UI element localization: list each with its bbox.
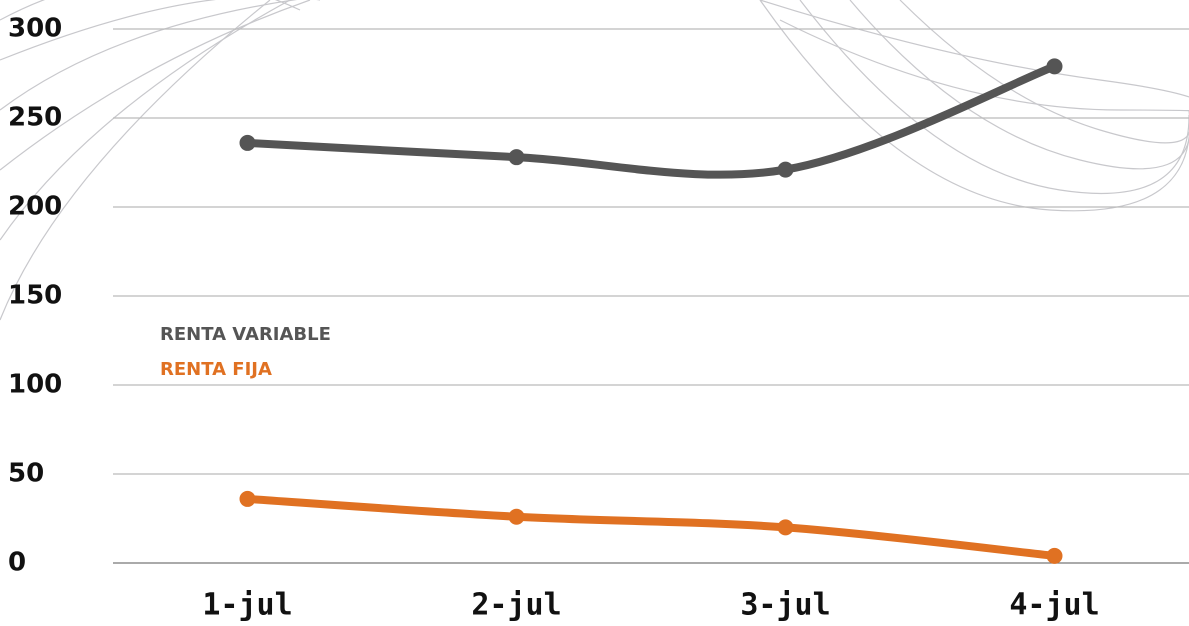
background-decoration (0, 0, 1189, 321)
y-tick-label: 100 (8, 370, 62, 400)
legend-entry: RENTA VARIABLE (160, 324, 331, 345)
point (508, 508, 525, 525)
point (239, 490, 256, 507)
y-tick-label: 300 (8, 14, 62, 44)
x-tick-label: 3-jul (740, 588, 830, 623)
point (1046, 547, 1063, 564)
point (508, 149, 525, 166)
y-tick-label: 200 (8, 192, 62, 222)
y-tick-label: 0 (8, 548, 26, 578)
x-tick-label: 1-jul (202, 588, 292, 623)
legend-entry: RENTA FIJA (160, 359, 272, 380)
series-line (243, 494, 1059, 560)
y-tick-label: 250 (8, 103, 62, 133)
point (239, 134, 256, 151)
x-tick-label: 2-jul (471, 588, 561, 623)
y-tick-label: 150 (8, 281, 62, 311)
point (777, 519, 794, 536)
series-line (243, 62, 1059, 179)
x-tick-label: 4-jul (1009, 588, 1099, 623)
point (1046, 58, 1063, 75)
point (777, 161, 794, 178)
y-tick-label: 50 (8, 459, 44, 489)
